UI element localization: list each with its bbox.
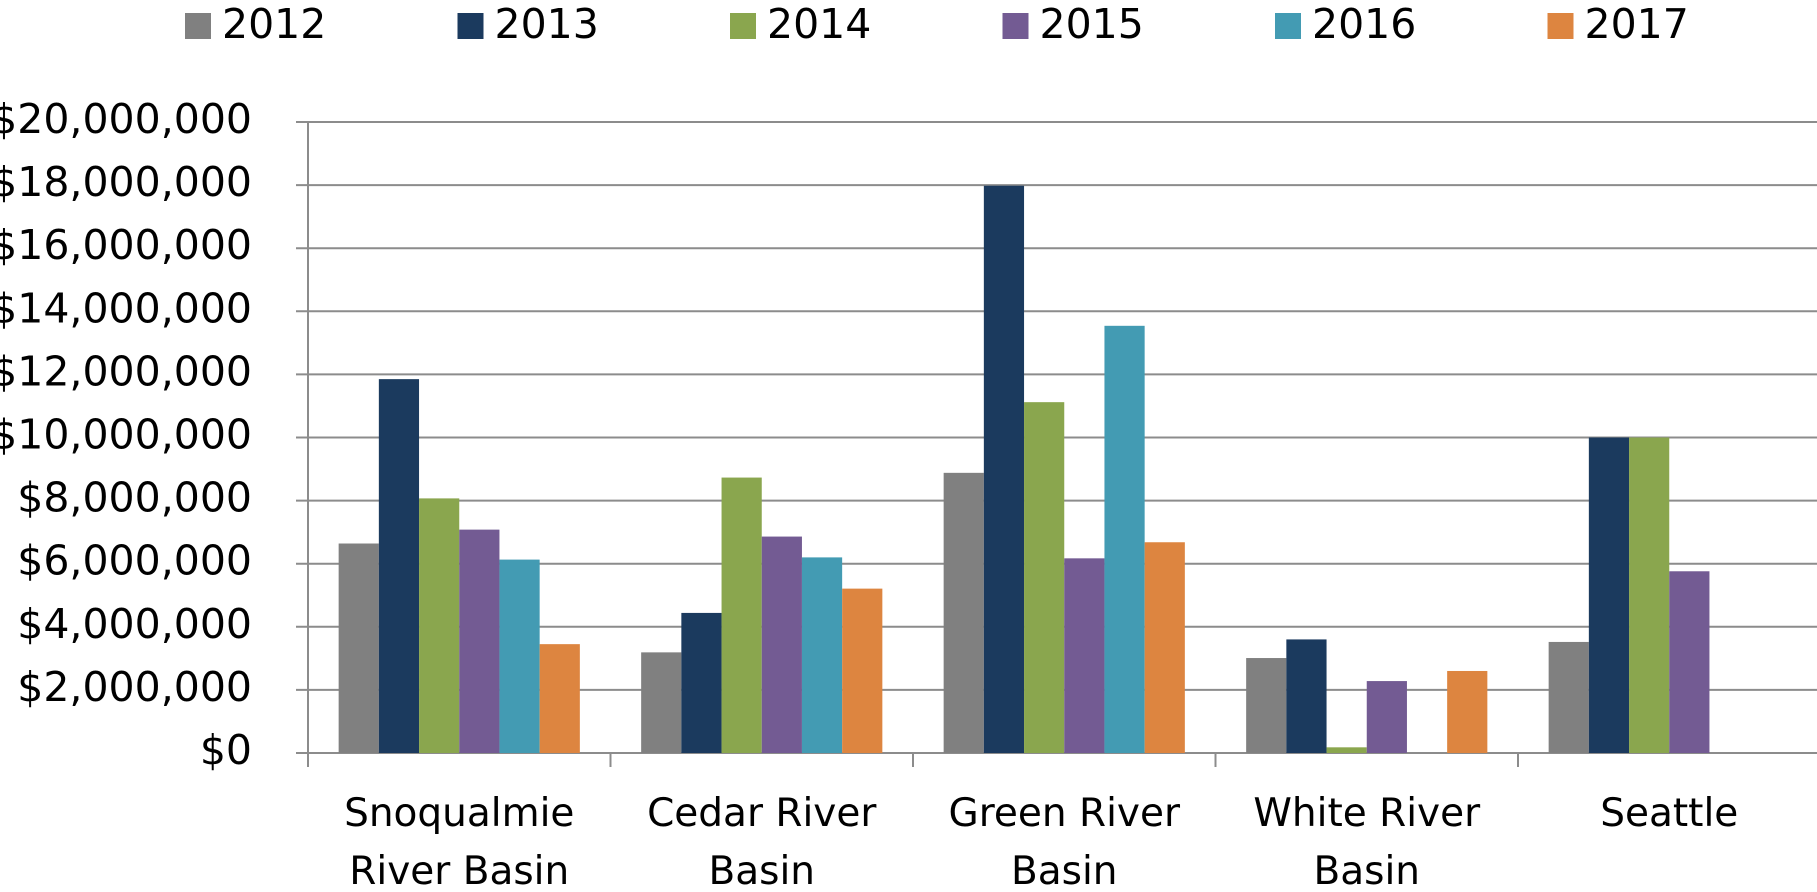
bar xyxy=(539,644,580,753)
y-tick-label: $0 xyxy=(200,726,252,774)
y-tick-label: $20,000,000 xyxy=(0,95,252,143)
legend-swatch xyxy=(1002,13,1029,39)
bar xyxy=(499,559,540,753)
bar xyxy=(1246,658,1287,753)
bar xyxy=(1629,437,1670,753)
x-tick-label: Cedar River Basin xyxy=(647,791,877,892)
bar xyxy=(721,477,762,753)
legend-swatch xyxy=(457,13,484,39)
legend-label: 2015 xyxy=(1040,0,1144,48)
bar xyxy=(1669,571,1710,753)
y-tick-label: $18,000,000 xyxy=(0,158,252,206)
x-tick-label-line: Basin xyxy=(1313,849,1420,892)
y-tick-label: $16,000,000 xyxy=(0,221,252,269)
x-tick-label-line: Cedar River xyxy=(647,791,877,836)
legend-label: 2013 xyxy=(495,0,599,48)
y-tick-label: $14,000,000 xyxy=(0,284,252,332)
bar xyxy=(842,588,883,753)
bar xyxy=(378,379,420,753)
x-tick-label-line: River Basin xyxy=(349,849,569,892)
y-tick-label: $6,000,000 xyxy=(17,537,252,585)
x-tick-label-line: Green River xyxy=(948,791,1181,836)
x-tick-label-line: Basin xyxy=(1011,849,1118,892)
y-tick-label: $12,000,000 xyxy=(0,347,252,395)
y-tick-label: $10,000,000 xyxy=(0,411,252,459)
x-tick-label-line: White River xyxy=(1253,791,1481,836)
bar xyxy=(1548,641,1589,753)
y-tick-label: $2,000,000 xyxy=(17,663,252,711)
bar xyxy=(1447,670,1488,753)
x-tick-label: Seattle xyxy=(1600,791,1738,836)
bar xyxy=(419,498,460,753)
bar xyxy=(459,529,500,753)
legend-swatch xyxy=(1547,13,1574,39)
y-tick-label: $4,000,000 xyxy=(17,600,252,648)
legend-label: 2017 xyxy=(1585,0,1689,48)
legend-swatch xyxy=(185,13,211,39)
bar xyxy=(1104,325,1145,753)
bar xyxy=(681,612,722,753)
legend-label: 2016 xyxy=(1312,0,1416,48)
x-tick-label-line: Snoqualmie xyxy=(344,791,574,836)
bar xyxy=(641,652,682,753)
legend-label: 2014 xyxy=(767,0,871,48)
legend-swatch xyxy=(730,13,756,39)
legend-swatch xyxy=(1275,13,1301,39)
bar xyxy=(801,557,843,753)
x-tick-label: Snoqualmie River Basin xyxy=(344,791,574,892)
bar xyxy=(1286,639,1327,753)
bar xyxy=(338,543,379,753)
x-tick-label-line: Seattle xyxy=(1600,791,1738,836)
bar xyxy=(1024,402,1065,753)
bar xyxy=(1064,558,1105,753)
bar xyxy=(1366,681,1407,753)
bar xyxy=(1144,542,1185,753)
bar xyxy=(943,472,984,753)
y-tick-label: $8,000,000 xyxy=(17,474,252,522)
x-tick-label: Green River Basin xyxy=(948,791,1181,892)
legend-label: 2012 xyxy=(222,0,326,48)
bar xyxy=(1326,747,1367,753)
bar xyxy=(761,536,802,753)
x-tick-label-line: Basin xyxy=(708,849,815,892)
x-tick-label: White River Basin xyxy=(1253,791,1481,892)
bar xyxy=(1588,437,1630,753)
bar xyxy=(983,185,1025,753)
